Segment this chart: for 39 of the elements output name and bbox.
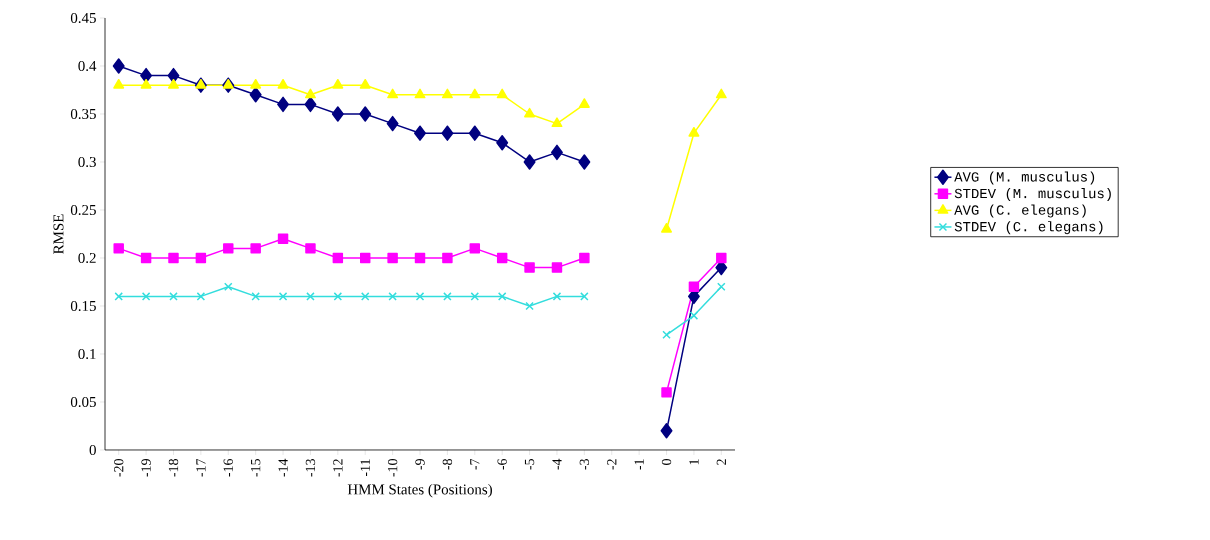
x-tick-label: -8 — [442, 459, 453, 470]
x-tick-label: -19 — [141, 459, 151, 477]
legend-label: STDEV (M. musculus) — [954, 187, 1111, 201]
legend-label: AVG (C. elegans) — [954, 204, 1086, 218]
y-tick-label: 0 — [89, 444, 96, 456]
x-tick-label: -17 — [196, 458, 206, 477]
x-tick-label: -14 — [278, 458, 288, 477]
x-tick-label: -16 — [223, 458, 233, 477]
x-axis-title: HMM States (Positions) — [347, 483, 492, 498]
x-tick-label: -2 — [607, 459, 617, 470]
x-tick-label: -12 — [333, 459, 343, 477]
y-tick-label: 0.2 — [78, 252, 96, 264]
y-tick-label: 0.1 — [78, 348, 96, 360]
x-tick-label: -11 — [360, 459, 370, 477]
x-tick-label: 0 — [661, 459, 672, 465]
x-tick-label: -7 — [470, 458, 480, 470]
y-tick-label: 0.15 — [70, 300, 96, 312]
x-tick-label: 2 — [716, 459, 726, 465]
y-tick-label: 0.3 — [78, 156, 96, 168]
y-tick-label: 0.4 — [78, 60, 97, 72]
x-tick-label: -5 — [524, 459, 535, 470]
x-tick-label: 1 — [689, 459, 699, 465]
x-tick-label: -1 — [634, 459, 644, 470]
legend-label: STDEV (C. elegans) — [954, 221, 1103, 235]
x-tick-label: -10 — [387, 459, 398, 477]
legend-label: AVG (M. musculus) — [954, 171, 1095, 185]
x-tick-label: -15 — [250, 459, 261, 477]
x-tick-label: -13 — [305, 459, 316, 477]
x-tick-label: -3 — [579, 459, 590, 470]
x-tick-label: -4 — [552, 458, 562, 470]
x-tick-label: -20 — [114, 459, 124, 477]
y-tick-label: 0.25 — [70, 204, 96, 216]
y-tick-label: 0.45 — [70, 12, 96, 24]
x-tick-label: -6 — [497, 458, 507, 470]
y-axis-title: RMSE — [53, 214, 64, 254]
x-tick-label: -9 — [415, 459, 425, 470]
x-tick-label: -18 — [168, 459, 179, 477]
y-tick-label: 0.35 — [70, 108, 96, 120]
y-tick-label: 0.05 — [70, 396, 96, 408]
